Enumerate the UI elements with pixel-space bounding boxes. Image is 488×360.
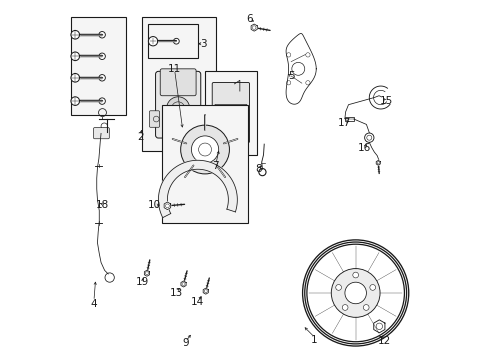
Bar (147, 24, 198, 58)
Circle shape (99, 75, 105, 81)
Bar (345, 117, 353, 121)
Text: 3: 3 (200, 39, 206, 49)
FancyBboxPatch shape (93, 128, 109, 139)
Circle shape (342, 305, 347, 310)
Circle shape (71, 52, 80, 60)
Text: 15: 15 (379, 96, 392, 106)
Circle shape (99, 98, 105, 104)
Circle shape (173, 39, 179, 44)
Polygon shape (375, 161, 380, 165)
Polygon shape (203, 288, 208, 294)
Text: 10: 10 (148, 200, 161, 210)
Circle shape (191, 136, 218, 163)
Text: 6: 6 (246, 14, 253, 24)
Circle shape (330, 269, 379, 318)
Circle shape (369, 284, 375, 290)
Text: 4: 4 (90, 299, 97, 309)
Text: 11: 11 (167, 64, 181, 74)
FancyBboxPatch shape (196, 111, 206, 127)
Polygon shape (181, 281, 186, 287)
Circle shape (99, 32, 105, 38)
Text: 12: 12 (377, 336, 390, 346)
Text: 1: 1 (310, 334, 317, 345)
Polygon shape (373, 320, 384, 333)
Text: 7: 7 (212, 161, 219, 171)
Text: 13: 13 (169, 288, 183, 298)
Circle shape (344, 282, 366, 304)
Circle shape (180, 125, 229, 174)
Bar (70, 17, 126, 116)
Polygon shape (251, 24, 257, 31)
Bar (204, 71, 257, 155)
Text: 19: 19 (135, 277, 149, 287)
Text: 5: 5 (287, 71, 294, 81)
FancyBboxPatch shape (155, 71, 201, 138)
Circle shape (71, 73, 80, 82)
Circle shape (71, 31, 80, 39)
FancyBboxPatch shape (149, 111, 159, 127)
Circle shape (363, 305, 368, 310)
Circle shape (99, 53, 105, 59)
FancyBboxPatch shape (212, 82, 249, 143)
Text: 14: 14 (191, 297, 204, 307)
Text: 8: 8 (255, 164, 262, 174)
Bar (162, 105, 247, 223)
FancyBboxPatch shape (214, 104, 246, 140)
Text: 9: 9 (182, 338, 188, 348)
Circle shape (335, 284, 341, 290)
Polygon shape (158, 160, 237, 218)
Circle shape (352, 272, 358, 278)
Polygon shape (164, 202, 170, 210)
Text: 16: 16 (357, 143, 370, 153)
Circle shape (166, 97, 189, 120)
Circle shape (71, 97, 80, 105)
Text: 17: 17 (338, 118, 351, 128)
Text: 2: 2 (137, 132, 143, 142)
FancyBboxPatch shape (160, 69, 196, 96)
Bar (142, 17, 215, 151)
Text: 18: 18 (96, 200, 109, 210)
Circle shape (148, 37, 158, 46)
Polygon shape (144, 270, 149, 276)
